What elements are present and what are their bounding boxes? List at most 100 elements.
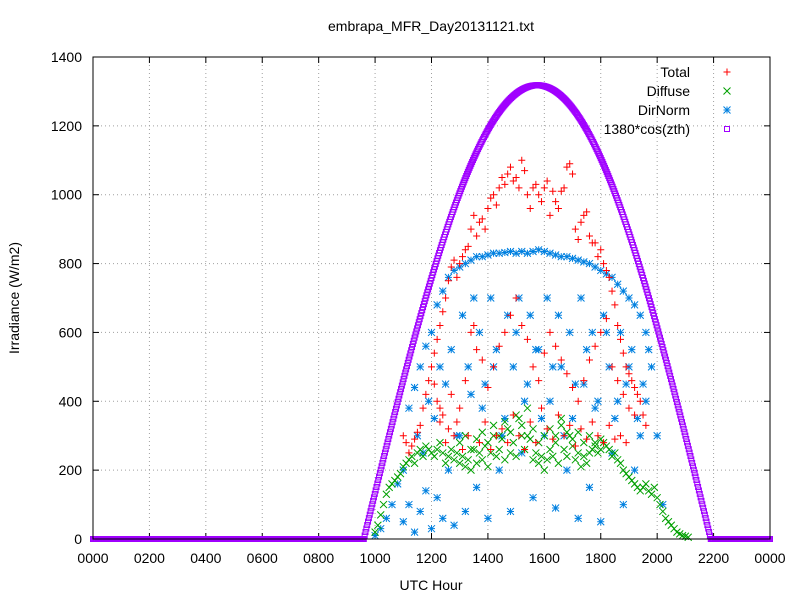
total-point bbox=[411, 435, 419, 443]
cos-zenith-point bbox=[665, 366, 672, 373]
total-point bbox=[453, 273, 461, 281]
total-point bbox=[413, 428, 421, 436]
cos-zenith-point bbox=[409, 340, 416, 347]
total-point bbox=[419, 404, 427, 412]
total-point bbox=[490, 191, 498, 199]
cos-zenith-point bbox=[392, 409, 399, 416]
dirnorm-point bbox=[591, 404, 599, 413]
total-point bbox=[450, 432, 458, 440]
total-point bbox=[456, 404, 464, 412]
total-point bbox=[571, 442, 579, 450]
dirnorm-point bbox=[579, 257, 588, 266]
total-point bbox=[512, 294, 520, 302]
total-point bbox=[490, 363, 498, 371]
total-point bbox=[402, 439, 410, 447]
total-point bbox=[422, 390, 430, 398]
total-point bbox=[622, 439, 630, 447]
diffuse-point bbox=[419, 452, 427, 461]
dirnorm-point bbox=[475, 328, 484, 337]
total-point bbox=[509, 411, 517, 419]
total-point bbox=[515, 184, 523, 192]
diffuse-point bbox=[523, 404, 532, 413]
cos-zenith-point bbox=[680, 425, 687, 432]
total-point bbox=[470, 322, 478, 330]
total-point bbox=[436, 418, 444, 426]
y-tick-label: 0 bbox=[74, 531, 82, 547]
dirnorm-point bbox=[577, 294, 585, 302]
cos-zenith-point bbox=[677, 412, 684, 419]
dirnorm-point bbox=[478, 252, 487, 261]
dirnorm-point bbox=[551, 251, 560, 259]
total-point bbox=[540, 349, 548, 357]
cos-zenith-point bbox=[668, 379, 675, 386]
cos-zenith-point bbox=[652, 319, 659, 326]
dirnorm-point bbox=[506, 507, 515, 516]
cos-zenith-point bbox=[394, 399, 401, 406]
total-point bbox=[583, 208, 591, 216]
diffuse-point bbox=[605, 445, 614, 454]
cos-zenith-point bbox=[414, 325, 421, 332]
diffuse-point bbox=[557, 421, 566, 430]
dirnorm-point bbox=[658, 500, 667, 509]
dirnorm-point bbox=[509, 363, 518, 371]
cos-zenith-point bbox=[384, 439, 391, 446]
total-point bbox=[521, 445, 529, 453]
dirnorm-point bbox=[543, 294, 552, 302]
cos-zenith-point bbox=[694, 480, 701, 487]
total-point bbox=[428, 363, 435, 371]
dirnorm-point bbox=[447, 345, 456, 354]
diffuse-point bbox=[450, 455, 458, 464]
cos-zenith-point bbox=[370, 497, 377, 504]
total-point bbox=[475, 439, 483, 447]
dirnorm-point bbox=[568, 414, 577, 423]
dirnorm-point bbox=[529, 247, 537, 256]
total-point bbox=[425, 377, 433, 385]
dirnorm-point bbox=[444, 466, 453, 474]
cos-zenith-point bbox=[392, 405, 399, 412]
total-point bbox=[405, 449, 413, 457]
dirnorm-point bbox=[512, 328, 520, 337]
diffuse-point bbox=[653, 493, 662, 502]
total-point bbox=[628, 377, 636, 385]
diffuse-point bbox=[464, 455, 473, 464]
dirnorm-point bbox=[520, 397, 529, 406]
diffuse-point bbox=[563, 452, 571, 461]
cos-zenith-point bbox=[389, 419, 396, 426]
total-point bbox=[504, 439, 512, 447]
cos-zenith-point bbox=[701, 511, 708, 518]
cos-zenith-point bbox=[596, 151, 603, 158]
cos-zenith-point bbox=[416, 316, 423, 323]
cos-zenith-point bbox=[411, 334, 418, 341]
x-tick-label: 1200 bbox=[416, 550, 447, 566]
cos-zenith-point bbox=[600, 160, 607, 167]
cos-zenith-point bbox=[594, 147, 601, 154]
total-point bbox=[447, 263, 455, 271]
total-point bbox=[552, 198, 560, 206]
total-point bbox=[591, 342, 599, 350]
cos-zenith-point bbox=[595, 149, 602, 156]
cos-zenith-point bbox=[395, 395, 402, 402]
diffuse-point bbox=[478, 428, 487, 437]
dirnorm-point bbox=[619, 500, 628, 509]
cos-zenith-point bbox=[373, 483, 380, 490]
dirnorm-point bbox=[557, 252, 566, 261]
cos-zenith-point bbox=[690, 466, 697, 473]
diffuse-point bbox=[571, 455, 580, 464]
cos-zenith-point bbox=[388, 422, 395, 429]
total-point bbox=[473, 346, 481, 354]
legend: Total Diffuse DirNorm 1380*cos(zth) bbox=[604, 64, 731, 137]
cos-zenith-point bbox=[467, 162, 474, 169]
cos-zenith-point bbox=[662, 356, 669, 363]
dirnorm-point bbox=[523, 249, 532, 258]
dirnorm-point bbox=[382, 514, 391, 523]
cos-zenith-point bbox=[375, 477, 382, 484]
cos-zenith-point bbox=[366, 511, 373, 518]
dirnorm-point bbox=[613, 397, 622, 406]
total-point bbox=[444, 425, 452, 433]
dirnorm-point bbox=[563, 252, 571, 261]
total-point bbox=[560, 432, 568, 440]
total-point bbox=[631, 384, 639, 392]
dirnorm-point bbox=[639, 380, 647, 388]
cos-zenith-point bbox=[378, 463, 385, 470]
dirnorm-point bbox=[433, 301, 441, 309]
